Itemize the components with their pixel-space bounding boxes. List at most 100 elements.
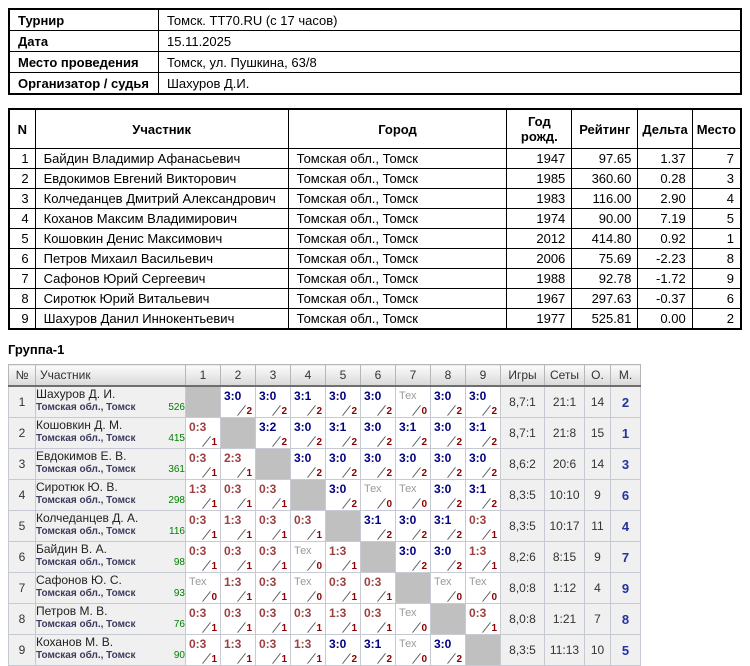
match-points: 1 [351,561,357,572]
sets-cell: 21:8 [544,417,585,449]
info-label: Дата [8,30,159,52]
match-score: 3:0 [434,544,452,558]
player-rating: 98 [173,557,185,568]
match-score: Тех [399,483,417,495]
result-cell: 1:3 1 [465,541,501,573]
sets-cell: 21:1 [544,385,585,418]
participant-cell: Сиротюк Юрий Витальевич [34,288,289,309]
player-region: Томская обл., Томск [36,402,136,413]
result-cell: 0:3 1 [325,572,361,604]
participant-cell: -1.72 [637,268,693,289]
match-score: 3:0 [434,420,452,434]
player-number: 5 [8,510,36,542]
slash-divider [307,405,316,416]
slash-divider [342,436,351,447]
crosstable-header-cell: 6 [360,364,396,387]
place-cell: 5 [610,634,641,666]
player-number: 9 [8,634,36,666]
match-score: 1:3 [189,482,207,496]
participant-cell: 2 [691,308,742,330]
match-score: 3:0 [364,389,382,403]
player-number: 3 [8,448,36,480]
participant-cell: 3 [8,188,36,209]
crosstable-header-cell: № [8,364,36,387]
result-cell: 2:3 1 [220,448,256,480]
player-name: Колчеданцев Д. А. [36,511,139,526]
match-points: 1 [491,530,497,541]
info-label: Место проведения [8,51,159,73]
result-cell: 0:3 1 [360,572,396,604]
slash-divider [307,560,316,571]
crosstable-header-cell: 8 [430,364,466,387]
participant-cell: 2006 [506,248,573,269]
result-cell: 0:3 1 [255,603,291,635]
participants-header-cell: Город [287,108,508,149]
match-score: 0:3 [294,606,312,620]
slash-divider [342,498,351,509]
match-points: 2 [386,654,392,665]
slash-divider [237,498,246,509]
match-points: 1 [211,623,217,634]
result-cell: 0:3 1 [185,634,221,666]
place-cell: 7 [610,541,641,573]
match-score: 3:1 [294,389,312,403]
match-points: 0 [211,592,217,603]
info-row: Дата 15.11.2025 [8,30,742,52]
match-score: 3:0 [434,451,452,465]
match-score: 0:3 [224,482,242,496]
match-points: 0 [316,592,322,603]
participant-cell: 1977 [506,308,573,330]
result-cell: Тех 0 [465,572,501,604]
match-points: 2 [351,499,357,510]
match-score: 1:3 [224,637,242,651]
player-region: Томская обл., Томск [36,526,136,537]
slash-divider [447,436,456,447]
games-cell: 8,0:8 [500,603,545,635]
match-points: 0 [421,406,427,417]
player-name: Петров М. В. [36,604,108,619]
player-number: 6 [8,541,36,573]
participants-table: N Участник Город Год рожд. Рейтинг Дельта Мест… [8,108,742,330]
match-score: 3:0 [399,451,417,465]
match-points: 1 [211,654,217,665]
slash-divider [272,529,281,540]
match-points: 2 [351,468,357,479]
result-cell: 3:0 2 [325,479,361,511]
crosstable-header-cell: Игры [500,364,545,387]
match-points: 2 [421,437,427,448]
place-cell: 1 [610,417,641,449]
slash-divider [202,591,211,602]
slash-divider [342,467,351,478]
participant-cell: Коханов Максим Владимирович [34,208,289,229]
info-row: Турнир Томск. TT70.RU (с 17 часов) [8,8,742,31]
crosstable-player-row: 5 Колчеданцев Д. А. Томская обл., Томск 116… [8,510,641,542]
participant-cell: Шахуров Данил Иннокентьевич [34,308,289,330]
place-cell: 8 [610,603,641,635]
participant-cell: -2.23 [637,248,693,269]
crosstable-player-row: 1 Шахуров Д. И. Томская обл., Томск 526 3:0 2… [8,385,641,418]
result-cell: 3:1 2 [430,510,466,542]
result-cell: 0:3 1 [255,541,291,573]
result-cell: 0:3 1 [220,541,256,573]
result-cell: 3:1 2 [465,417,501,449]
participant-cell: Томская обл., Томск [287,268,508,289]
match-score: 0:3 [259,544,277,558]
participants-header-row: N Участник Город Год рожд. Рейтинг Дельта Мест… [8,108,742,149]
participant-cell: 1985 [506,168,573,189]
slash-divider [272,436,281,447]
slash-divider [272,560,281,571]
slash-divider [307,467,316,478]
slash-divider [377,467,386,478]
match-score: 3:0 [434,637,452,651]
match-points: 1 [281,499,287,510]
result-cell: 0:3 1 [290,510,326,542]
participant-cell: 4 [691,188,742,209]
match-score: 0:3 [469,513,487,527]
match-score: 3:1 [469,482,487,496]
result-cell: 3:0 2 [465,385,501,418]
slash-divider [272,653,281,664]
crosstable-header-cell: Сеты [544,364,585,387]
place-cell: 9 [610,572,641,604]
result-cell: 3:1 2 [290,385,326,418]
participant-cell: Петров Михаил Васильевич [34,248,289,269]
